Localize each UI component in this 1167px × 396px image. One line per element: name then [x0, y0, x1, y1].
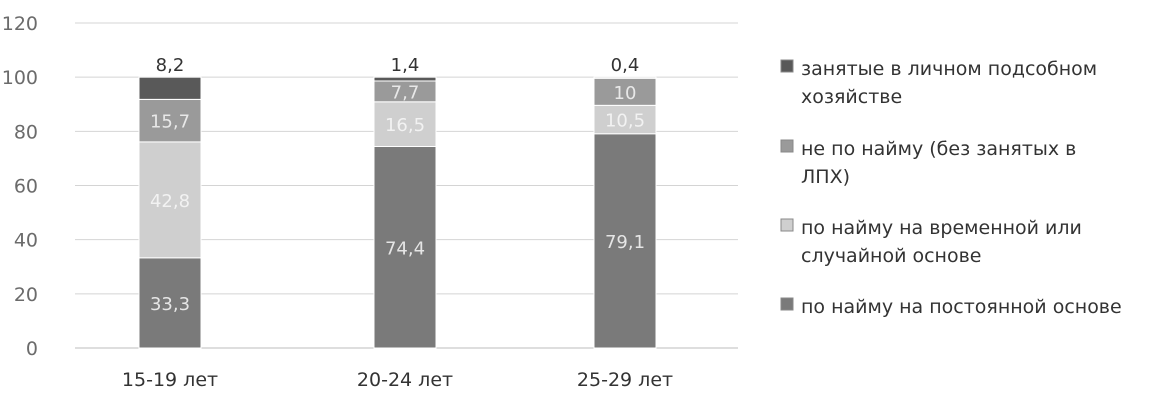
legend-swatch: [780, 297, 794, 311]
legend: занятые в личном подсобном хозяйстве не по…: [780, 58, 1122, 318]
data-label: 7,7: [391, 82, 420, 103]
data-label: 0,4: [611, 55, 640, 76]
x-tick-label: 25-29 лет: [577, 369, 673, 391]
x-tick-label: 15-19 лет: [122, 369, 218, 391]
legend-label: не по найму (без занятых в: [801, 138, 1076, 160]
y-tick-label: 20: [14, 284, 38, 306]
data-label: 10,5: [605, 111, 645, 132]
data-label: 10: [614, 83, 637, 104]
y-axis: 0 20 40 60 80 100 120: [2, 13, 38, 360]
legend-swatch: [780, 59, 794, 73]
legend-label: по найму на постоянной основе: [801, 296, 1122, 318]
legend-label: ЛПХ): [801, 166, 850, 188]
bar-segment: [373, 146, 437, 349]
bar-segment: [593, 76, 657, 79]
y-tick-label: 120: [2, 13, 38, 35]
bar-segment: [138, 98, 202, 143]
bar-segment: [373, 76, 437, 82]
data-label: 79,1: [605, 232, 645, 253]
legend-label: по найму на временной или: [801, 217, 1082, 239]
data-label: 16,5: [385, 115, 425, 136]
data-label: 74,4: [385, 238, 425, 259]
legend-swatch: [780, 139, 794, 153]
legend-swatch: [780, 218, 794, 232]
bar-segment: [138, 257, 202, 349]
y-tick-label: 0: [26, 338, 38, 360]
data-label: 15,7: [150, 112, 190, 133]
data-label: 33,3: [150, 294, 190, 315]
data-label: 8,2: [156, 55, 185, 76]
y-tick-label: 60: [14, 176, 38, 198]
data-label: 1,4: [391, 55, 420, 76]
y-tick-label: 80: [14, 121, 38, 143]
bar-segment: [373, 101, 437, 147]
legend-label: занятые в личном подсобном: [801, 58, 1097, 80]
x-tick-label: 20-24 лет: [357, 369, 453, 391]
y-tick-label: 100: [2, 67, 38, 89]
bar-segment: [593, 77, 657, 106]
legend-label: хозяйстве: [801, 86, 902, 108]
data-label: 42,8: [150, 191, 190, 212]
bars: 33,3 42,8 15,7 8,2 74,4 16,5 7,7 1,4 79,1 10,5 10 0…: [138, 55, 657, 349]
bar-segment: [593, 104, 657, 135]
bar-segment: [138, 141, 202, 259]
bar-segment: [593, 133, 657, 349]
y-tick-label: 40: [14, 230, 38, 252]
bar-segment: [138, 76, 202, 100]
x-axis: 15-19 лет 20-24 лет 25-29 лет: [122, 369, 673, 391]
legend-label: случайной основе: [801, 245, 982, 267]
